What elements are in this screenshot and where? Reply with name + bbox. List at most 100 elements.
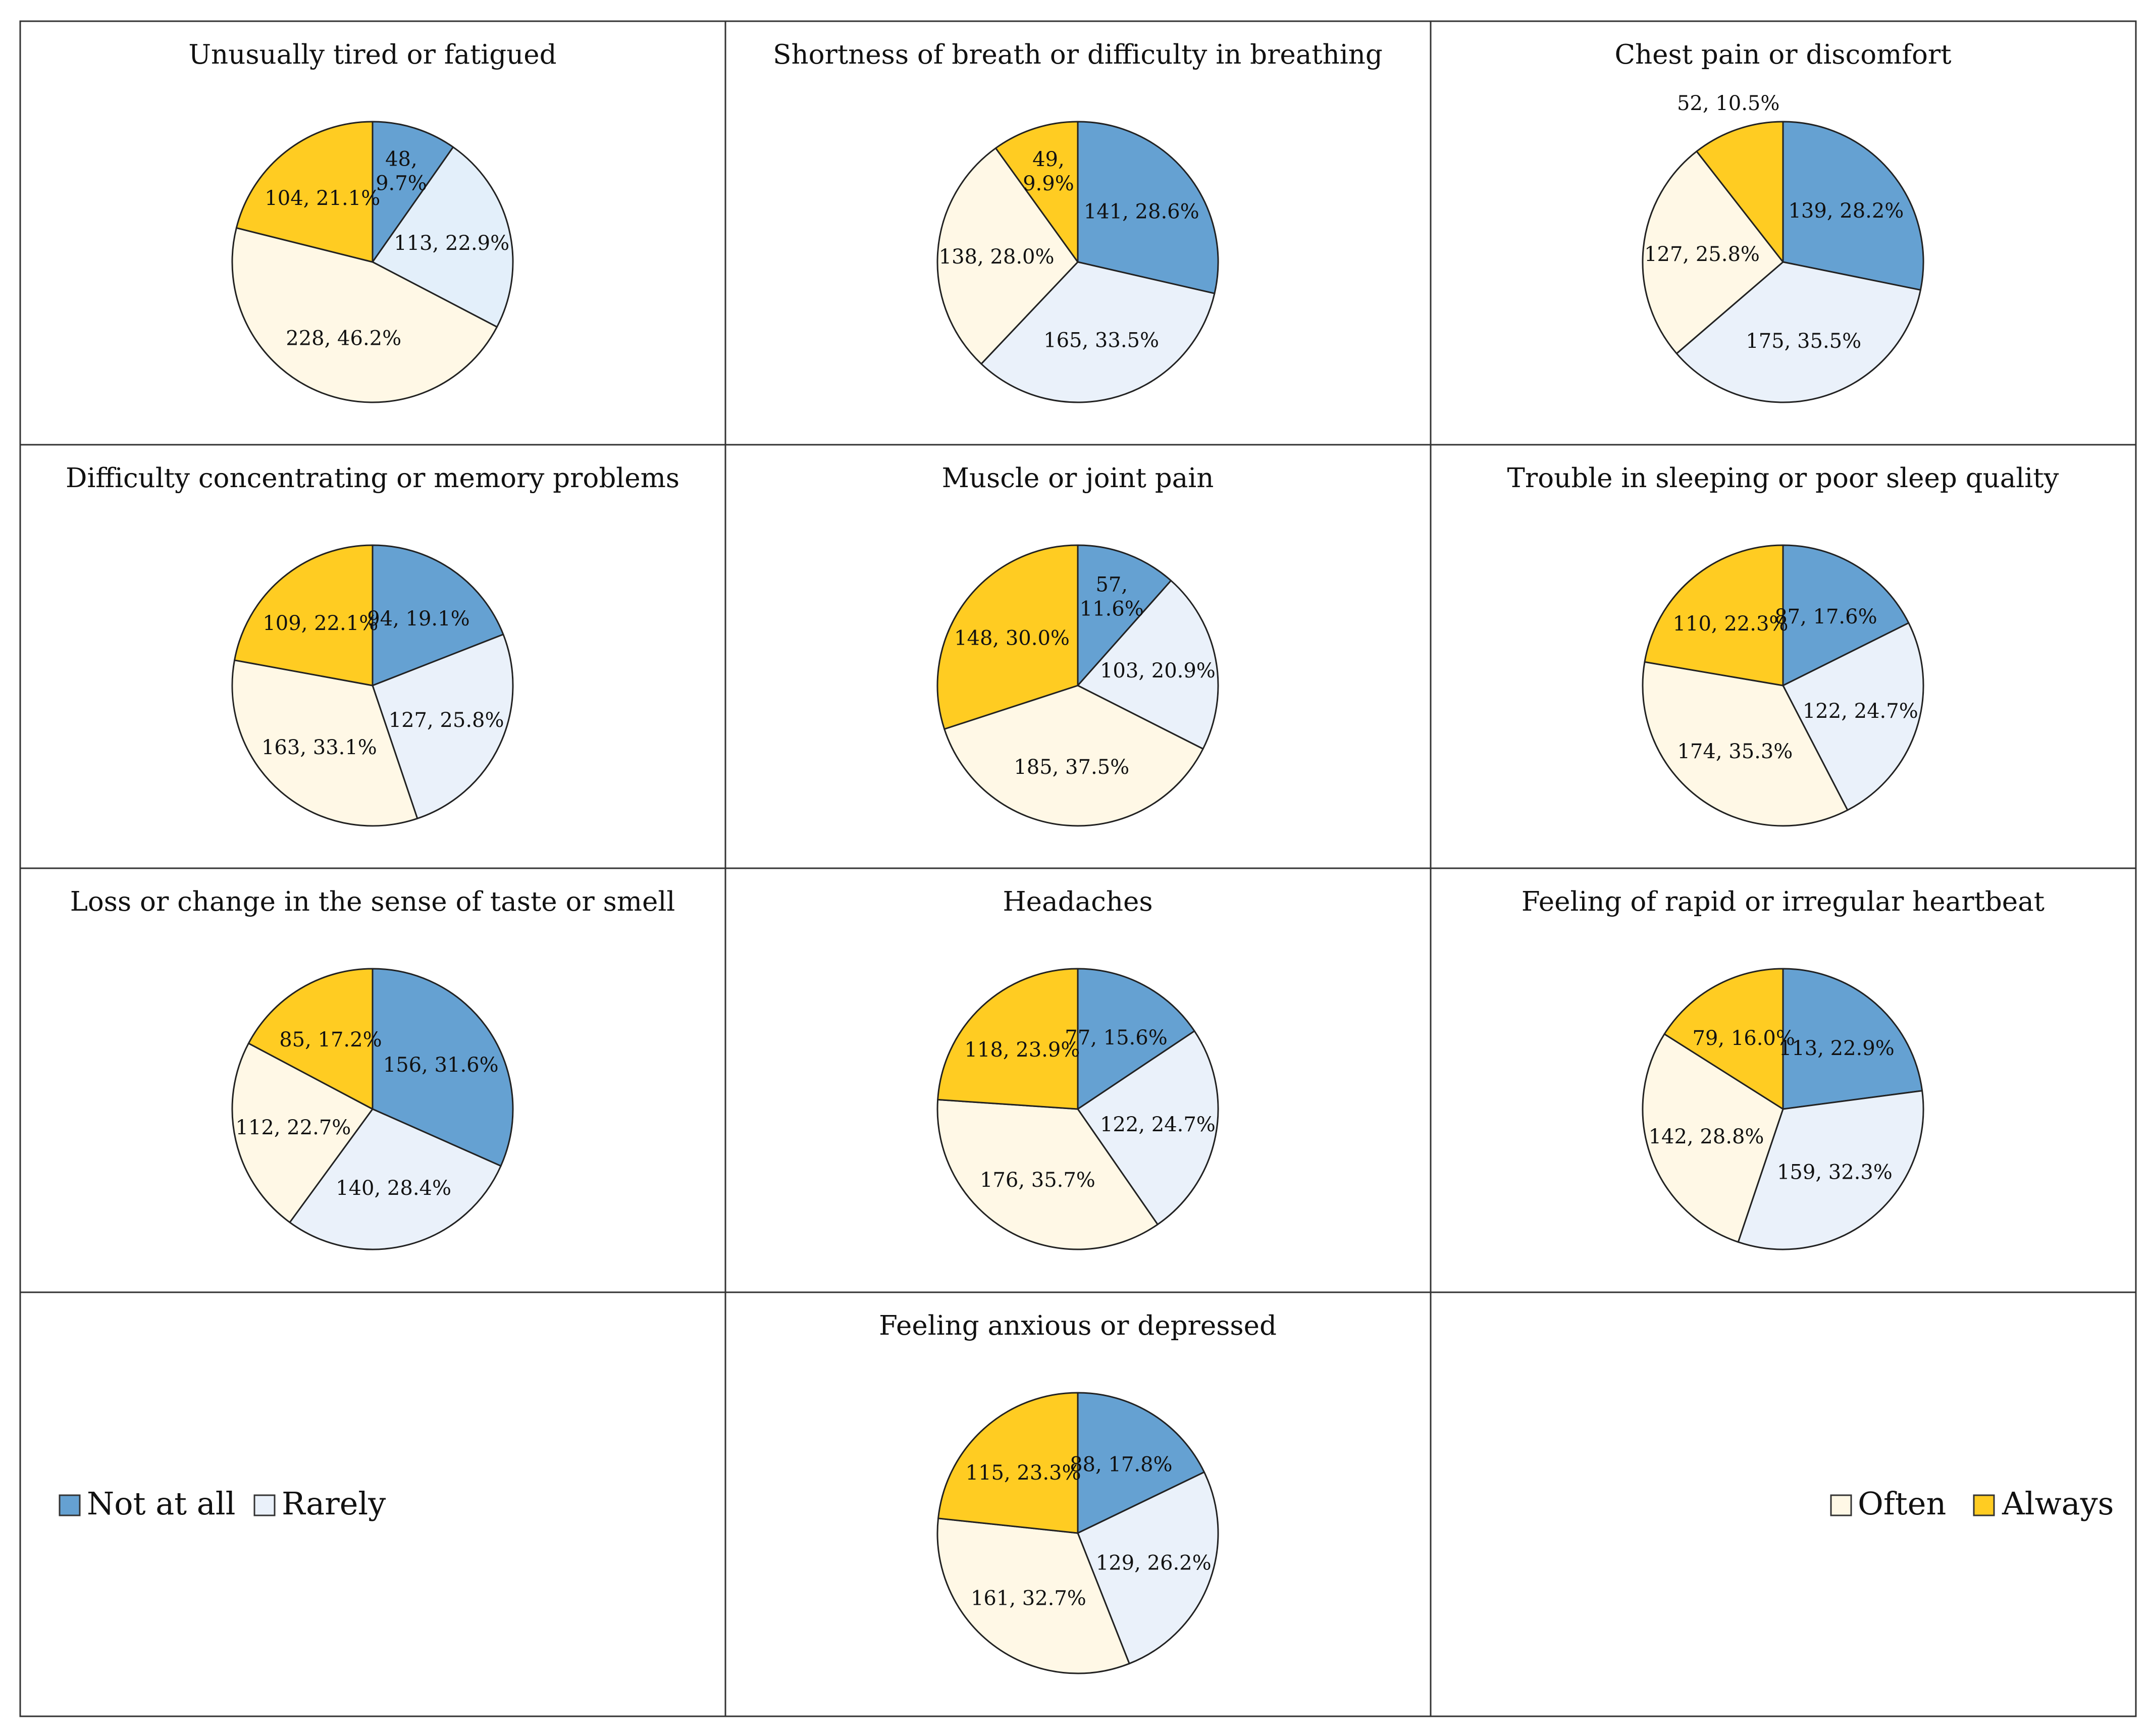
- legend-label-rarely: Rarely: [282, 1485, 386, 1522]
- slice-label-rarely: 122, 24.7%: [1100, 1113, 1216, 1136]
- legend-swatch-not-at-all: [59, 1494, 81, 1516]
- legend-label-not-at-all: Not at all: [87, 1485, 235, 1522]
- slice-label-rarely: 113, 22.9%: [394, 232, 509, 255]
- slice-label-often: 127, 25.8%: [1644, 243, 1760, 266]
- pie-title: Unusually tired or fatigued: [188, 39, 556, 70]
- slice-label-often: 163, 33.1%: [261, 736, 377, 759]
- pie-slice-often: [1642, 1033, 1784, 1243]
- pie-chart-feeling-of-rapid-or-irregular-heartbeat: Feeling of rapid or irregular heartbeat 1…: [1522, 886, 2045, 1250]
- pie-chart-shortness-of-breath-or-difficulty-in-breathing: Shortness of breath or difficulty in bre…: [773, 39, 1383, 403]
- slice-label-always: 49, 9.9%: [1023, 148, 1074, 195]
- slice-label-often: 142, 28.8%: [1649, 1125, 1764, 1148]
- legend-swatch-always: [1973, 1494, 1995, 1516]
- pie-slice-rarely: [1675, 261, 1921, 403]
- slice-label-often: 112, 22.7%: [235, 1116, 351, 1139]
- slice-label-rarely: 140, 28.4%: [336, 1177, 451, 1200]
- pie-slice-rarely: [372, 634, 514, 819]
- pie-slice-not-at-all: [1782, 121, 1924, 291]
- pie-slice-not-at-all: [1077, 544, 1172, 687]
- pie-slice-always: [1644, 544, 1784, 687]
- pie-title: Shortness of breath or difficulty in bre…: [773, 39, 1383, 70]
- pie-slice-always: [1663, 968, 1784, 1110]
- pie-slice-not-at-all: [372, 544, 504, 687]
- slice-label-always: 79, 16.0%: [1692, 1027, 1795, 1050]
- pie-slice-often: [1642, 661, 1849, 827]
- pie-slice-always: [235, 121, 374, 263]
- pie-slice-often: [231, 1042, 374, 1223]
- pie-slice-always: [937, 1392, 1079, 1534]
- pie-title: Loss or change in the sense of taste or …: [70, 886, 675, 917]
- slice-label-often: 161, 32.7%: [971, 1587, 1086, 1610]
- slice-label-often: 228, 46.2%: [286, 327, 401, 350]
- slice-label-always: 148, 30.0%: [954, 626, 1070, 650]
- pie-slice-rarely: [372, 146, 514, 328]
- slice-label-rarely: 175, 35.5%: [1746, 330, 1861, 353]
- pie-slice-not-at-all: [1077, 121, 1219, 294]
- legend-swatch-often: [1830, 1494, 1852, 1516]
- pie-chart-muscle-or-joint-pain: Muscle or joint pain 57, 11.6% 103, 20.9% 18…: [936, 463, 1219, 827]
- pie-title: Difficulty concentrating or memory probl…: [66, 463, 679, 494]
- slice-label-not-at-all: 156, 31.6%: [383, 1054, 499, 1077]
- pie-slice-often: [944, 685, 1204, 827]
- pies: Unusually tired or fatigued 48, 9.7% 113, 2…: [66, 39, 2059, 1674]
- pie-chart-feeling-anxious-or-depressed: Feeling anxious or depressed 88, 17.8% 129…: [879, 1310, 1277, 1674]
- pie-slice-rarely: [1737, 1090, 1924, 1250]
- pie-chart-unusually-tired-or-fatigued: Unusually tired or fatigued 48, 9.7% 113, 2…: [188, 39, 557, 403]
- slice-label-not-at-all: 48, 9.7%: [376, 148, 427, 195]
- pie-slice-rarely: [1077, 1030, 1219, 1226]
- pie-slice-always: [937, 968, 1079, 1110]
- slice-label-always: 118, 23.9%: [964, 1038, 1080, 1062]
- slice-label-not-at-all: 87, 17.6%: [1774, 605, 1877, 628]
- pie-slice-not-at-all: [1782, 544, 1910, 687]
- legend-right: Often Always: [1830, 1485, 2114, 1522]
- slice-label-rarely: 122, 24.7%: [1803, 700, 1918, 723]
- pie-chart-trouble-in-sleeping-or-poor-sleep-quality: Trouble in sleeping or poor sleep qualit…: [1507, 463, 2059, 827]
- slice-label-not-at-all: 113, 22.9%: [1779, 1037, 1895, 1060]
- pie-slice-not-at-all: [1077, 968, 1195, 1110]
- slice-label-always: 109, 22.1%: [263, 612, 378, 635]
- legend-left: Not at all Rarely: [59, 1485, 386, 1522]
- pie-slice-rarely: [1782, 622, 1924, 811]
- slice-label-not-at-all: 94, 19.1%: [367, 607, 469, 630]
- pie-title: Trouble in sleeping or poor sleep qualit…: [1507, 463, 2059, 494]
- pie-slice-always: [1696, 121, 1784, 263]
- pie-title: Headaches: [1003, 886, 1152, 917]
- slice-label-often: 176, 35.7%: [980, 1169, 1095, 1192]
- pie-title: Muscle or joint pain: [942, 463, 1214, 494]
- slice-label-rarely: 103, 20.9%: [1100, 659, 1216, 682]
- legend-item-always: Always: [1973, 1485, 2114, 1522]
- slice-label-always: 52, 10.5%: [1677, 92, 1779, 115]
- slice-label-often: 138, 28.0%: [939, 245, 1055, 269]
- slice-label-rarely: 127, 25.8%: [389, 709, 504, 732]
- pie-slice-often: [231, 227, 498, 403]
- pie-slice-rarely: [1077, 580, 1219, 750]
- slice-label-not-at-all: 88, 17.8%: [1070, 1453, 1172, 1477]
- pie-slice-not-at-all: [372, 121, 454, 263]
- pie-slice-always: [247, 968, 374, 1110]
- pie-title: Chest pain or discomfort: [1614, 39, 1951, 70]
- pie-title: Feeling anxious or depressed: [879, 1310, 1277, 1341]
- slice-label-always: 104, 21.1%: [265, 187, 380, 210]
- slice-label-not-at-all: 139, 28.2%: [1788, 199, 1904, 223]
- pie-slice-rarely: [980, 261, 1216, 403]
- slice-label-not-at-all: 141, 28.6%: [1084, 200, 1199, 224]
- legend-item-often: Often: [1830, 1485, 1946, 1522]
- slice-label-always: 85, 17.2%: [279, 1028, 382, 1051]
- pie-slice-not-at-all: [372, 968, 514, 1167]
- pie-slice-always: [234, 544, 374, 687]
- pie-slice-often: [936, 1517, 1130, 1674]
- legend-label-often: Often: [1858, 1485, 1946, 1522]
- slice-label-always: 110, 22.3%: [1673, 612, 1789, 636]
- pie-chart-loss-or-change-in-the-sense-of-taste-or-smell: Loss or change in the sense of taste or …: [70, 886, 675, 1250]
- legend-item-rarely: Rarely: [253, 1485, 386, 1522]
- pie-slice-rarely: [289, 1108, 502, 1250]
- pie-slice-not-at-all: [1782, 968, 1923, 1110]
- pie-slice-often: [936, 147, 1079, 365]
- slice-label-not-at-all: 57, 11.6%: [1080, 573, 1144, 620]
- pie-chart-difficulty-concentrating-or-memory-problems: Difficulty concentrating or memory probl…: [66, 463, 679, 827]
- slice-label-rarely: 165, 33.5%: [1043, 329, 1159, 352]
- legend-label-always: Always: [2002, 1485, 2114, 1522]
- pie-slice-often: [1642, 150, 1784, 354]
- pie-slice-always: [994, 121, 1079, 263]
